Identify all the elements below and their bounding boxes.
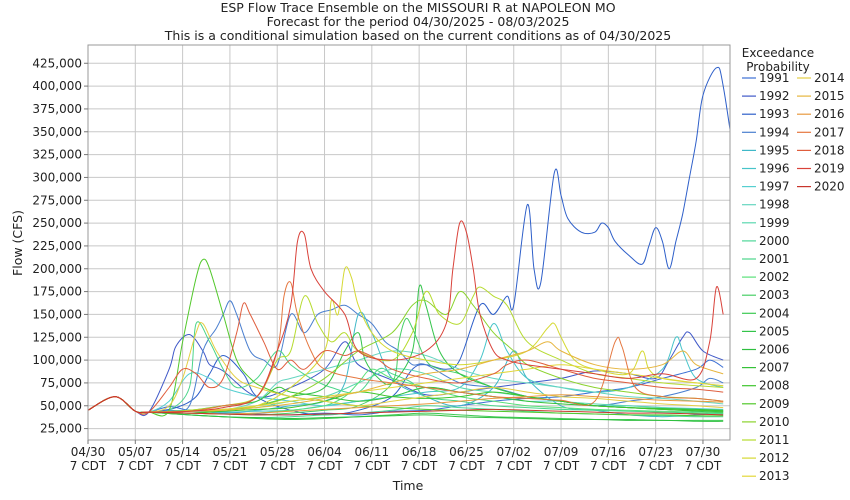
legend-label-2002: 2002 xyxy=(759,270,790,284)
x-tick-label-date: 04/30 xyxy=(71,445,106,459)
y-tick-label: 25,000 xyxy=(40,422,82,436)
legend-label-2001: 2001 xyxy=(759,252,790,266)
legend-label-2018: 2018 xyxy=(814,143,845,157)
x-tick-label-time: 7 CDT xyxy=(543,459,580,473)
legend-label-2012: 2012 xyxy=(759,451,790,465)
chart-title-line-2: Forecast for the period 04/30/2025 - 08/… xyxy=(267,14,570,29)
legend-label-2010: 2010 xyxy=(759,415,790,429)
legend-label-2013: 2013 xyxy=(759,469,790,483)
y-tick-label: 100,000 xyxy=(32,353,82,367)
x-tick-label-time: 7 CDT xyxy=(354,459,391,473)
series-line-2001 xyxy=(88,321,724,415)
x-tick-label-date: 07/23 xyxy=(638,445,673,459)
y-tick-label: 275,000 xyxy=(32,193,82,207)
x-tick-label-date: 05/21 xyxy=(213,445,248,459)
legend-label-2016: 2016 xyxy=(814,107,845,121)
x-tick-label-date: 07/02 xyxy=(496,445,531,459)
y-axis-title: Flow (CFS) xyxy=(10,210,25,276)
y-tick-label: 75,000 xyxy=(40,376,82,390)
y-tick-label: 400,000 xyxy=(32,79,82,93)
y-tick-label: 325,000 xyxy=(32,148,82,162)
legend-label-2015: 2015 xyxy=(814,89,845,103)
chart-title-line-1: ESP Flow Trace Ensemble on the MISSOURI … xyxy=(220,0,615,15)
y-tick-label: 200,000 xyxy=(32,262,82,276)
series-line-1991 xyxy=(88,359,724,416)
x-tick-label-date: 07/30 xyxy=(686,445,721,459)
x-tick-label-time: 7 CDT xyxy=(637,459,674,473)
legend-label-2003: 2003 xyxy=(759,288,790,302)
chart-title-line-3: This is a conditional simulation based o… xyxy=(164,28,671,43)
x-tick-label-time: 7 CDT xyxy=(306,459,343,473)
x-tick-label-time: 7 CDT xyxy=(685,459,722,473)
legend-label-2008: 2008 xyxy=(759,379,790,393)
legend-label-1994: 1994 xyxy=(759,125,790,139)
y-tick-label: 125,000 xyxy=(32,330,82,344)
y-tick-label: 250,000 xyxy=(32,216,82,230)
series-line-2019 xyxy=(88,220,724,414)
x-tick-label-date: 06/18 xyxy=(402,445,437,459)
x-tick-label-date: 06/11 xyxy=(355,445,390,459)
x-tick-label-time: 7 CDT xyxy=(448,459,485,473)
legend-label-1999: 1999 xyxy=(759,216,790,230)
x-tick-label-date: 05/14 xyxy=(165,445,200,459)
x-tick-label-date: 07/09 xyxy=(544,445,579,459)
x-tick-label-time: 7 CDT xyxy=(496,459,533,473)
x-tick-label-date: 07/16 xyxy=(591,445,626,459)
legend-label-2007: 2007 xyxy=(759,361,790,375)
x-tick-label-time: 7 CDT xyxy=(259,459,296,473)
y-tick-label: 225,000 xyxy=(32,239,82,253)
y-tick-label: 150,000 xyxy=(32,307,82,321)
legend-label-2009: 2009 xyxy=(759,397,790,411)
y-tick-label: 175,000 xyxy=(32,285,82,299)
plot-border xyxy=(87,44,731,441)
legend-label-2006: 2006 xyxy=(759,343,790,357)
legend-label-2017: 2017 xyxy=(814,125,845,139)
legend-label-2020: 2020 xyxy=(814,180,845,194)
x-tick-label-date: 05/28 xyxy=(260,445,295,459)
series-line-2014 xyxy=(88,321,724,414)
chart-title: ESP Flow Trace Ensemble on the MISSOURI … xyxy=(164,0,671,43)
series-lines xyxy=(88,66,730,422)
legend-title-line-2: Probability xyxy=(746,60,809,74)
x-tick-label-time: 7 CDT xyxy=(117,459,154,473)
legend-title-line-1: Exceedance xyxy=(742,46,814,60)
y-tick-label: 300,000 xyxy=(32,170,82,184)
x-tick-label-time: 7 CDT xyxy=(212,459,249,473)
y-tick-label: 425,000 xyxy=(32,56,82,70)
legend-label-1996: 1996 xyxy=(759,162,790,176)
legend-label-1998: 1998 xyxy=(759,198,790,212)
legend-label-2014: 2014 xyxy=(814,71,845,85)
x-tick-label-date: 06/25 xyxy=(449,445,484,459)
legend-label-1997: 1997 xyxy=(759,180,790,194)
legend: Exceedance Probability 1991 1992 1993 1994 1… xyxy=(742,46,845,483)
x-tick-label-date: 06/04 xyxy=(307,445,342,459)
legend-label-2004: 2004 xyxy=(759,306,790,320)
legend-label-1993: 1993 xyxy=(759,107,790,121)
legend-label-2019: 2019 xyxy=(814,162,845,176)
x-tick-label-time: 7 CDT xyxy=(401,459,438,473)
legend-label-2005: 2005 xyxy=(759,324,790,338)
y-tick-label: 50,000 xyxy=(40,399,82,413)
legend-label-1992: 1992 xyxy=(759,89,790,103)
legend-label-2011: 2011 xyxy=(759,433,790,447)
series-line-2020 xyxy=(88,396,724,416)
x-tick-label-time: 7 CDT xyxy=(164,459,201,473)
series-line-1992 xyxy=(88,331,724,417)
y-tick-label: 350,000 xyxy=(32,125,82,139)
x-tick-label-time: 7 CDT xyxy=(70,459,107,473)
y-axis-ticks: 25,000 50,000 75,000 100,000 125,000 150,000 1… xyxy=(32,56,88,436)
x-tick-label-time: 7 CDT xyxy=(590,459,627,473)
y-tick-label: 375,000 xyxy=(32,102,82,116)
legend-label-1995: 1995 xyxy=(759,143,790,157)
x-axis-title: Time xyxy=(392,478,424,493)
legend-label-2000: 2000 xyxy=(759,234,790,248)
legend-label-1991: 1991 xyxy=(759,71,790,85)
series-line-2017 xyxy=(88,281,724,414)
x-tick-label-date: 05/07 xyxy=(118,445,153,459)
